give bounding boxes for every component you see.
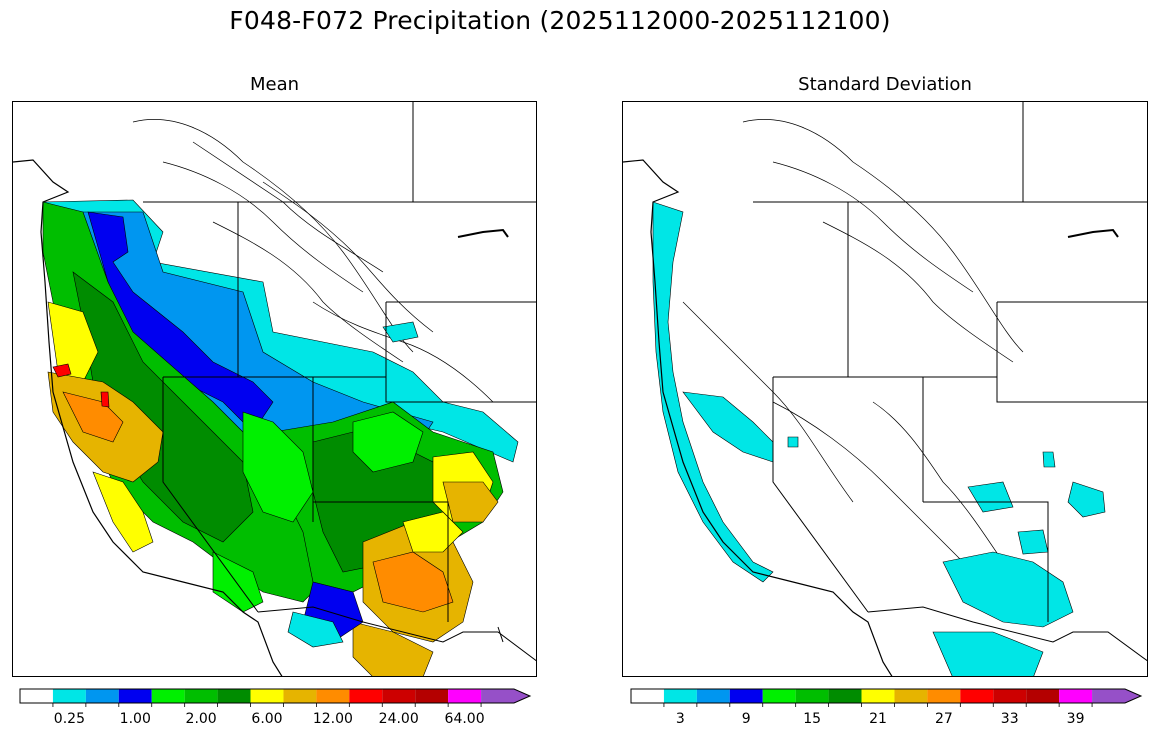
- std-colorbar-svg: [630, 688, 1143, 707]
- mean-colorbar-ticks: 0.25 1.00 2.00 6.00 12.00 24.00 64.00: [20, 711, 530, 731]
- std-precip-field: [652, 201, 1106, 676]
- mean-map: [12, 101, 537, 677]
- std-colorbar-swatch: [696, 689, 730, 703]
- mean-tick-label: 2.00: [185, 711, 217, 727]
- std-tick-label: 27: [934, 711, 953, 727]
- std-colorbar-swatch: [762, 689, 796, 703]
- mean-colorbar: [19, 688, 532, 707]
- state-borders: [143, 102, 536, 662]
- mean-colorbar-swatch: [448, 689, 482, 703]
- mean-colorbar-swatch: [85, 689, 119, 703]
- mean-colorbar-svg: [19, 688, 532, 707]
- std-colorbar-swatch: [927, 689, 961, 703]
- std-colorbar-swatch: [861, 689, 895, 703]
- mean-tick-label: 0.25: [53, 711, 85, 727]
- std-colorbar-swatch: [795, 689, 829, 703]
- std-colorbar-swatch: [631, 689, 664, 703]
- std-tick-label: 39: [1066, 711, 1085, 727]
- mean-colorbar-swatch: [250, 689, 284, 703]
- mean-map-canvas: [13, 102, 536, 676]
- figure-title: F048-F072 Precipitation (2025112000-2025…: [229, 6, 891, 35]
- mean-colorbar-swatch: [382, 689, 416, 703]
- std-colorbar-swatch: [960, 689, 994, 703]
- std-tick-label: 9: [741, 711, 751, 727]
- std-colorbar-outline: [630, 688, 1143, 704]
- mean-tick-label: 12.00: [312, 711, 353, 727]
- std-colorbar-swatch: [993, 689, 1027, 703]
- mean-tick-label: 6.00: [251, 711, 283, 727]
- mean-colorbar-outline: [19, 688, 532, 704]
- mean-colorbar-swatch: [316, 689, 350, 703]
- mean-colorbar-swatch: [481, 689, 530, 703]
- mean-colorbar-swatch: [184, 689, 218, 703]
- std-colorbar-swatch: [1026, 689, 1060, 703]
- lake-shoreline: [457, 228, 509, 238]
- coastline: [623, 159, 893, 676]
- state-borders: [753, 102, 1147, 662]
- mean-colorbar-swatch: [283, 689, 317, 703]
- std-colorbar-swatch: [1092, 689, 1141, 703]
- mean-tick-label: 24.00: [378, 711, 419, 727]
- mean-tick-label: 1.00: [119, 711, 151, 727]
- std-colorbar: [630, 688, 1143, 707]
- std-colorbar-swatch: [1059, 689, 1093, 703]
- std-tick-label: 3: [675, 711, 685, 727]
- std-tick-label: 33: [1000, 711, 1019, 727]
- std-colorbar-swatch: [729, 689, 763, 703]
- mean-colorbar-swatch: [151, 689, 185, 703]
- std-colorbar-swatch: [828, 689, 862, 703]
- mean-colorbar-swatch: [118, 689, 152, 703]
- std-tick-label: 15: [803, 711, 822, 727]
- lake-shoreline: [1067, 228, 1119, 238]
- std-tick-label: 21: [869, 711, 887, 727]
- mean-colorbar-swatch: [217, 689, 251, 703]
- std-colorbar-ticks: 3 9 15 21 27 33 39: [631, 711, 1141, 731]
- mean-colorbar-swatch: [349, 689, 383, 703]
- mean-colorbar-swatch: [52, 689, 86, 703]
- std-map: [622, 101, 1148, 677]
- mean-panel-title: Mean: [249, 74, 300, 95]
- std-map-canvas: [623, 102, 1147, 676]
- std-panel-title: Standard Deviation: [798, 74, 972, 95]
- std-colorbar-swatch: [894, 689, 928, 703]
- mean-precip-field: [42, 199, 519, 676]
- coastline: [13, 159, 283, 676]
- mean-colorbar-swatch: [20, 689, 53, 703]
- basin-outlines: [682, 119, 1024, 573]
- mean-colorbar-swatch: [415, 689, 449, 703]
- mean-tick-label: 64.00: [444, 711, 485, 727]
- std-colorbar-swatch: [663, 689, 697, 703]
